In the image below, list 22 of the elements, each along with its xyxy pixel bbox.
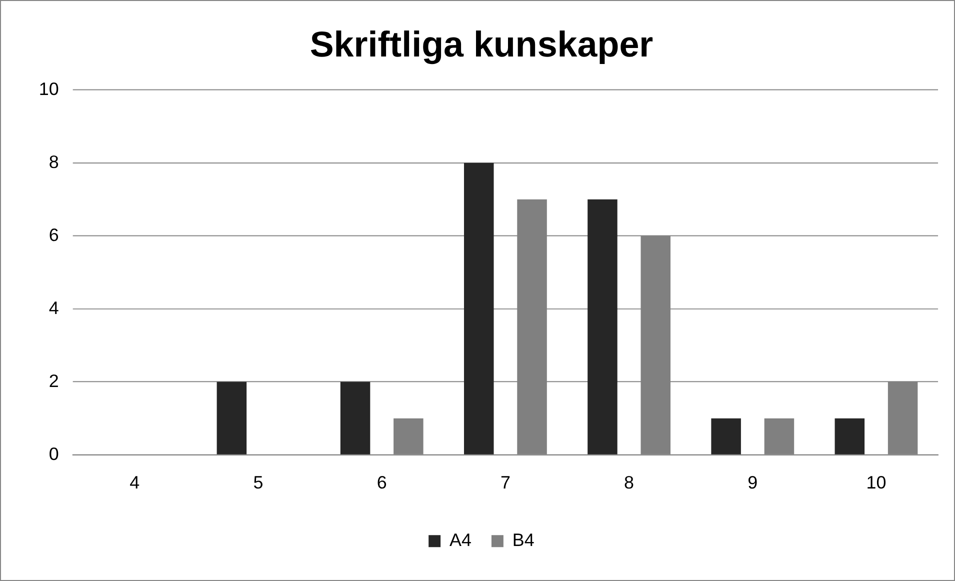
y-tick-label: 2 xyxy=(48,370,59,391)
chart-title: Skriftliga kunskaper xyxy=(310,24,654,64)
bar xyxy=(834,418,865,454)
legend-label: A4 xyxy=(450,530,472,550)
x-tick-label: 5 xyxy=(253,472,264,492)
x-tick-label: 9 xyxy=(748,472,758,492)
y-tick-label: 8 xyxy=(48,152,59,172)
bar xyxy=(216,382,247,454)
y-tick-label: 10 xyxy=(38,78,59,99)
x-tick-label: 10 xyxy=(866,472,886,492)
bar xyxy=(464,162,494,454)
x-tick-label: 4 xyxy=(130,472,140,492)
legend-label: B4 xyxy=(512,530,534,550)
bar xyxy=(588,199,618,454)
x-tick-label: 8 xyxy=(624,472,634,492)
x-tick-label: 6 xyxy=(376,472,387,492)
x-tick-label: 7 xyxy=(500,472,510,492)
bar xyxy=(340,382,370,454)
bar xyxy=(711,418,741,454)
y-tick-label: 4 xyxy=(48,298,59,318)
y-tick-label: 6 xyxy=(48,224,59,245)
y-tick-label: 0 xyxy=(48,444,59,464)
